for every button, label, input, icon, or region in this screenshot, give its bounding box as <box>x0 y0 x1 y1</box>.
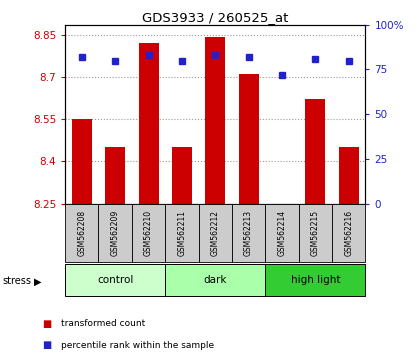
Text: ■: ■ <box>42 319 51 329</box>
Text: GSM562214: GSM562214 <box>278 210 286 256</box>
Text: GSM562215: GSM562215 <box>311 210 320 256</box>
Bar <box>232 204 265 262</box>
Text: GSM562211: GSM562211 <box>177 210 186 256</box>
Bar <box>72 119 92 204</box>
Bar <box>339 147 359 204</box>
Bar <box>332 204 365 262</box>
Bar <box>199 204 232 262</box>
Bar <box>239 74 259 204</box>
Title: GDS3933 / 260525_at: GDS3933 / 260525_at <box>142 11 289 24</box>
Bar <box>265 204 299 262</box>
Bar <box>105 147 125 204</box>
Bar <box>172 147 192 204</box>
Bar <box>299 204 332 262</box>
Text: GSM562212: GSM562212 <box>211 210 220 256</box>
Text: ■: ■ <box>42 340 51 350</box>
Bar <box>65 204 98 262</box>
Text: stress: stress <box>2 276 31 286</box>
Text: GSM562216: GSM562216 <box>344 210 353 256</box>
Bar <box>305 99 326 204</box>
Bar <box>165 204 199 262</box>
Text: control: control <box>97 275 133 285</box>
Bar <box>132 204 165 262</box>
Text: GSM562209: GSM562209 <box>110 210 120 256</box>
Text: GSM562208: GSM562208 <box>77 210 86 256</box>
Bar <box>205 38 225 204</box>
Text: transformed count: transformed count <box>61 319 145 329</box>
Bar <box>165 264 265 296</box>
Bar <box>139 43 158 204</box>
Bar <box>65 264 165 296</box>
Text: percentile rank within the sample: percentile rank within the sample <box>61 341 214 350</box>
Text: ▶: ▶ <box>34 276 42 286</box>
Text: high light: high light <box>291 275 340 285</box>
Text: GSM562210: GSM562210 <box>144 210 153 256</box>
Text: dark: dark <box>204 275 227 285</box>
Text: GSM562213: GSM562213 <box>244 210 253 256</box>
Bar <box>265 264 365 296</box>
Bar <box>98 204 132 262</box>
